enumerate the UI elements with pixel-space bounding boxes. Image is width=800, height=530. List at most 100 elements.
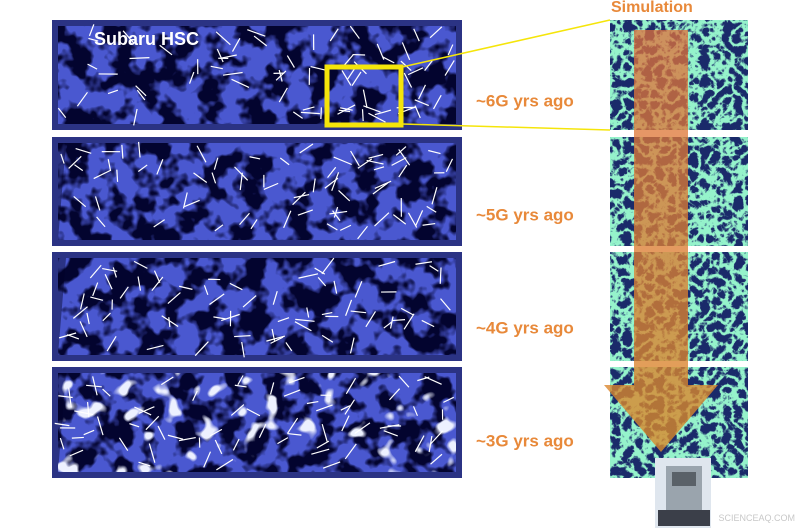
shear-stick xyxy=(253,35,268,47)
shear-stick xyxy=(331,172,340,191)
shear-stick xyxy=(112,267,117,278)
watermark: SCIENCEAQ.COM xyxy=(718,513,795,523)
shear-stick xyxy=(221,54,237,59)
shear-stick xyxy=(379,424,400,429)
shear-stick xyxy=(58,332,77,339)
shear-stick xyxy=(365,311,377,328)
shear-stick xyxy=(156,159,164,175)
shear-stick xyxy=(203,451,212,468)
shear-stick xyxy=(391,157,407,166)
shear-stick xyxy=(306,400,319,405)
shear-stick xyxy=(196,145,207,163)
shear-stick xyxy=(107,159,112,172)
shear-stick xyxy=(167,434,184,440)
shear-stick xyxy=(414,435,425,452)
shear-stick xyxy=(378,260,396,267)
shear-stick xyxy=(79,293,85,310)
shear-stick xyxy=(283,389,301,397)
shear-stick xyxy=(407,67,424,76)
shear-stick xyxy=(79,321,88,338)
shear-stick xyxy=(75,148,92,154)
shear-stick xyxy=(403,313,415,330)
shear-stick xyxy=(343,54,354,66)
shear-stick xyxy=(321,311,333,316)
shear-stick xyxy=(209,428,223,437)
shear-stick xyxy=(167,292,181,305)
shear-stick xyxy=(216,48,224,63)
shear-stick xyxy=(145,415,160,431)
shear-stick xyxy=(211,172,217,184)
shear-stick xyxy=(362,89,368,108)
shear-stick xyxy=(96,216,106,228)
shear-stick xyxy=(316,404,333,412)
shear-stick xyxy=(277,317,290,323)
shear-stick xyxy=(59,437,65,450)
shear-stick xyxy=(431,187,438,205)
shear-stick xyxy=(210,65,223,70)
shear-stick xyxy=(286,55,295,68)
shear-stick xyxy=(239,172,243,191)
shear-stick xyxy=(333,206,339,218)
shear-stick xyxy=(444,60,455,76)
shear-stick xyxy=(74,410,94,416)
shear-stick xyxy=(278,87,288,103)
shear-stick xyxy=(216,458,234,471)
shear-stick xyxy=(333,156,352,166)
shear-stick xyxy=(146,344,164,351)
epoch-label: ~6G yrs ago xyxy=(476,91,574,110)
shear-stick xyxy=(168,317,171,328)
shear-stick xyxy=(231,78,250,88)
shear-stick xyxy=(194,341,209,357)
shear-stick xyxy=(426,205,437,213)
shear-stick xyxy=(374,109,392,116)
shear-stick xyxy=(71,436,84,439)
shear-stick xyxy=(350,150,360,167)
shear-stick xyxy=(138,406,155,414)
shear-stick xyxy=(269,382,275,395)
shear-stick xyxy=(361,109,364,122)
shear-stick xyxy=(87,63,98,70)
shear-stick xyxy=(298,273,319,279)
shear-stick xyxy=(161,315,179,328)
shear-stick xyxy=(395,146,407,156)
shear-stick xyxy=(247,29,266,37)
shear-stick xyxy=(96,416,104,436)
shear-stick xyxy=(157,425,166,440)
bright-peaks xyxy=(58,373,456,472)
shear-stick xyxy=(407,212,418,228)
shear-stick xyxy=(83,429,95,436)
shear-stick xyxy=(440,298,451,311)
shear-stick xyxy=(321,423,328,443)
shear-stick xyxy=(68,155,82,169)
shear-stick xyxy=(88,24,95,37)
shear-stick xyxy=(445,158,454,172)
shear-stick xyxy=(349,25,360,39)
shear-stick xyxy=(421,319,435,328)
shear-stick xyxy=(368,153,384,159)
shear-stick xyxy=(302,106,315,111)
shear-stick xyxy=(391,319,406,322)
shear-stick xyxy=(429,26,443,39)
shear-stick xyxy=(401,42,411,61)
shear-stick xyxy=(153,270,161,284)
shear-stick xyxy=(122,30,135,44)
shear-stick xyxy=(57,107,67,119)
shear-stick xyxy=(368,112,386,123)
shear-stick xyxy=(294,321,312,332)
shear-stick xyxy=(182,192,188,209)
mass-blobs xyxy=(58,26,456,124)
shear-stick xyxy=(329,210,348,215)
shear-stick xyxy=(413,28,420,42)
shear-stick xyxy=(104,273,113,290)
shear-stick xyxy=(106,336,117,352)
shear-stick xyxy=(314,267,326,275)
shear-stick xyxy=(412,406,419,417)
shear-stick xyxy=(320,107,322,120)
shear-stick xyxy=(447,44,454,56)
shear-stick xyxy=(92,282,99,297)
shear-stick xyxy=(345,299,353,316)
zoom-box xyxy=(324,64,404,128)
shear-stick xyxy=(138,461,151,467)
shear-stick xyxy=(133,260,148,269)
shear-stick xyxy=(337,104,356,115)
